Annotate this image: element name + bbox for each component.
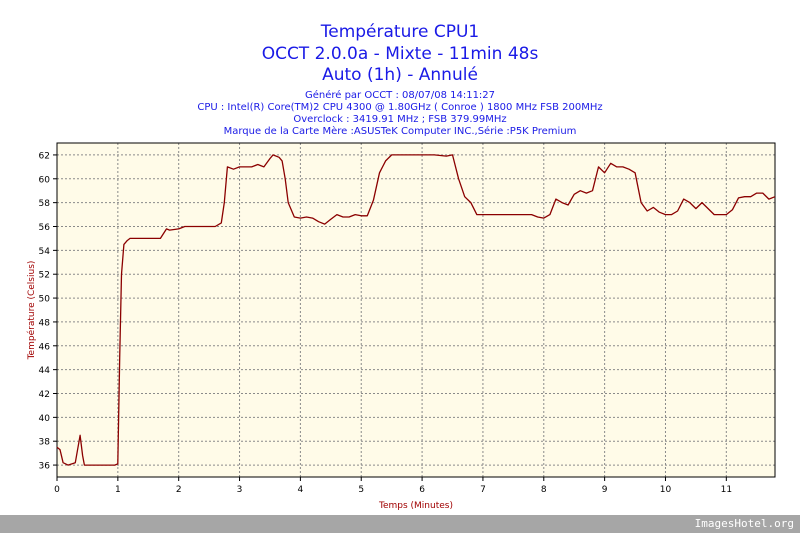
x-tick-label: 6 [419,485,425,495]
y-tick-label: 40 [39,414,51,424]
y-axis-label: Température (Celsius) [26,261,37,361]
motherboard-info: Marque de la Carte Mère :ASUSTeK Compute… [223,126,577,137]
y-tick-label: 46 [39,342,51,352]
y-tick-label: 52 [39,271,50,281]
chart-title-line1: Température CPU1 [320,22,480,42]
y-tick-label: 50 [39,295,51,305]
y-tick-label: 42 [39,390,50,400]
y-tick-label: 54 [39,247,51,257]
generated-info: Généré par OCCT : 08/07/08 14:11:27 [304,90,496,101]
x-tick-label: 10 [660,485,672,495]
plot-frame [56,142,776,478]
x-tick-label: 1 [115,485,121,495]
x-tick-label: 2 [176,485,182,495]
y-tick-label: 60 [39,175,51,185]
y-tick-label: 62 [39,151,50,161]
plot-area [57,143,775,477]
watermark: ImagesHotel.org [694,517,794,530]
overclock-info: Overclock : 3419.91 MHz ; FSB 379.99MHz [293,114,507,125]
x-tick-label: 3 [237,485,243,495]
y-tick-label: 56 [39,223,51,233]
x-tick-label: 7 [480,485,486,495]
x-tick-label: 9 [602,485,608,495]
x-tick-label: 11 [721,485,732,495]
x-tick-label: 4 [298,485,304,495]
y-tick-label: 58 [39,199,51,209]
cpu-info: CPU : Intel(R) Core(TM)2 CPU 4300 @ 1.80… [197,102,603,113]
x-tick-label: 0 [54,485,60,495]
y-tick-label: 38 [39,438,51,448]
y-tick-label: 48 [39,318,51,328]
series-line-cpu1 [56,154,776,466]
x-tick-label: 8 [541,485,547,495]
y-tick-label: 44 [39,366,51,376]
chart-title-line2: OCCT 2.0.0a - Mixte - 11min 48s [261,44,539,64]
y-tick-label: 36 [39,462,51,472]
x-tick-label: 5 [358,485,364,495]
x-axis-label: Temps (Minutes) [378,501,453,511]
chart-title-line3: Auto (1h) - Annulé [322,65,478,85]
footer-bar: ImagesHotel.org [0,515,800,533]
